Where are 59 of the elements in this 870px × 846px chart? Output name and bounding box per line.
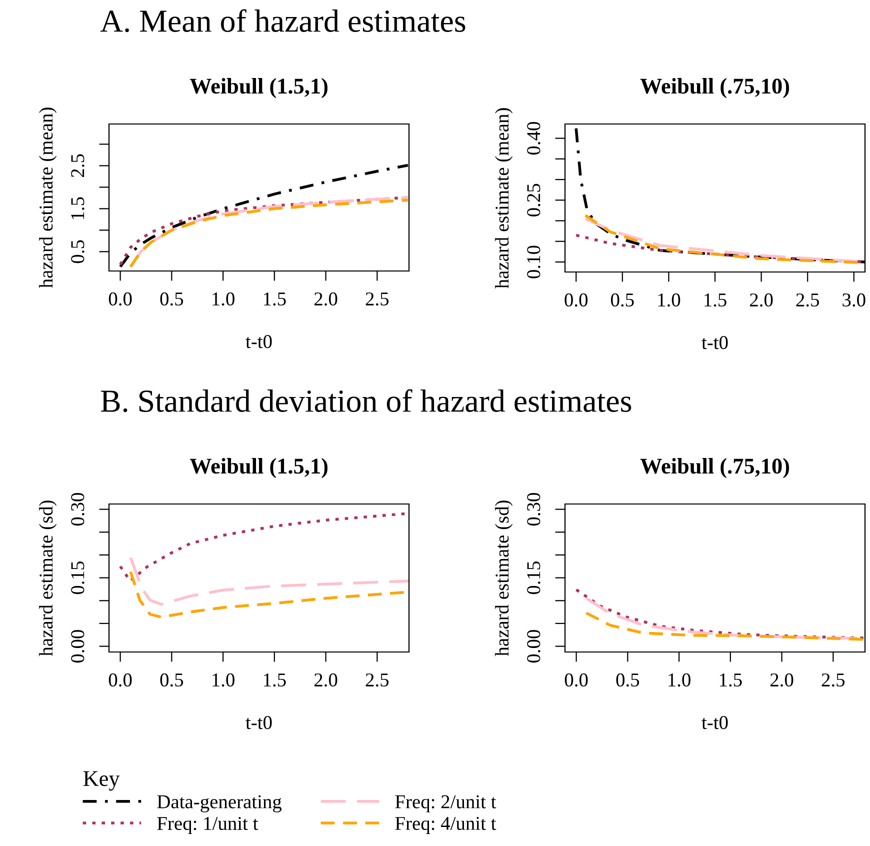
chart-title: Weibull (1.5,1) <box>190 78 328 98</box>
x-tick-label: 0.0 <box>108 673 132 687</box>
y-axis-title: hazard estimate (mean) <box>39 108 57 288</box>
text: B. Standard deviation of hazard estimates <box>100 389 632 412</box>
text: A. Mean of hazard estimates <box>100 9 466 32</box>
line-series <box>574 588 865 640</box>
x-tick-label: 1.0 <box>212 673 234 687</box>
x-tick-label: 0.5 <box>616 673 640 687</box>
y-tick-label: 0.40 <box>527 122 540 155</box>
line-series <box>584 612 865 641</box>
legend-label: Freq: 2/unit t <box>395 795 496 812</box>
y-tick-label: 0.00 <box>71 630 84 663</box>
x-tick-label: 2.5 <box>366 292 389 306</box>
legend-label: Data-generating <box>157 795 282 812</box>
x-axis-title: t-t0 <box>702 716 728 730</box>
y-tick-label: 0.30 <box>527 493 540 526</box>
x-tick-label: 1.5 <box>264 292 286 306</box>
chart-title: Weibull (.75,10) <box>640 78 790 98</box>
x-tick-label: 3.0 <box>842 293 866 307</box>
y-tick-label: 0.15 <box>71 562 84 594</box>
legend-title: Key <box>83 771 120 791</box>
x-tick-label: 2.0 <box>770 673 794 687</box>
x-tick-label: 0.0 <box>564 673 588 687</box>
y-tick-label: 0.10 <box>527 246 540 278</box>
x-tick-label: 1.5 <box>720 673 742 687</box>
x-tick-label: 2.0 <box>314 673 338 687</box>
y-axis-title: hazard estimate (sd) <box>39 500 57 656</box>
x-tick-label: 1.0 <box>658 293 680 307</box>
x-tick-label: 0.0 <box>564 293 588 307</box>
legend-label: Freq: 4/unit t <box>395 816 496 834</box>
line-series <box>129 556 409 606</box>
y-tick-label: 2.5 <box>71 154 84 177</box>
y-tick-label: 0.5 <box>71 240 84 264</box>
y-tick-label: 0.00 <box>527 630 540 663</box>
x-tick-label: 0.5 <box>610 293 634 307</box>
x-axis-title: t-t0 <box>246 335 272 348</box>
y-tick-label: 1.5 <box>71 197 84 220</box>
x-tick-label: 0.5 <box>160 673 184 687</box>
x-tick-label: 2.5 <box>822 673 845 687</box>
x-tick-label: 1.0 <box>212 292 234 306</box>
x-tick-label: 2.5 <box>796 293 819 307</box>
x-tick-label: 1.5 <box>264 673 286 687</box>
x-tick-label: 2.5 <box>366 673 389 687</box>
y-tick-label: 0.15 <box>527 562 540 594</box>
x-axis-title: t-t0 <box>702 336 728 350</box>
x-tick-label: 0.0 <box>108 292 132 306</box>
y-tick-label: 0.25 <box>527 184 540 216</box>
y-tick-label: 0.30 <box>71 493 84 526</box>
x-tick-label: 0.5 <box>160 292 184 306</box>
legend-label: Freq: 1/unit t <box>157 816 258 834</box>
chart-title: Weibull (1.5,1) <box>190 458 328 478</box>
x-axis-title: t-t0 <box>246 716 272 730</box>
x-tick-label: 1.5 <box>704 293 726 307</box>
y-axis-title: hazard estimate (mean) <box>495 108 513 288</box>
x-tick-label: 2.0 <box>314 292 338 306</box>
x-tick-label: 2.0 <box>750 293 773 307</box>
y-axis-title: hazard estimate (sd) <box>495 500 513 656</box>
chart-title: Weibull (.75,10) <box>640 458 790 478</box>
x-tick-label: 1.0 <box>668 673 690 687</box>
